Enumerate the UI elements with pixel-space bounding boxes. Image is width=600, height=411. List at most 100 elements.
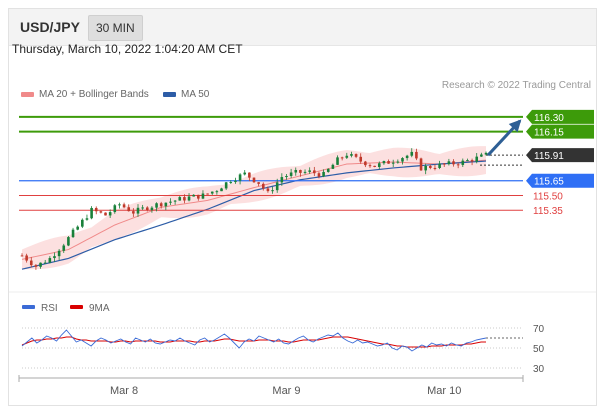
candle-body <box>71 229 75 238</box>
candle-body <box>34 265 38 267</box>
candle-body <box>39 262 42 267</box>
legend-ma50-label: MA 50 <box>181 89 210 100</box>
candle-body <box>364 161 367 166</box>
level-label-116.15: 116.15 <box>534 128 564 139</box>
candle-body <box>303 171 307 173</box>
candle-body <box>136 207 140 214</box>
level-label-115.65: 115.65 <box>534 177 564 188</box>
candle-body <box>289 172 293 176</box>
candle-body <box>484 152 488 155</box>
candle-body <box>141 207 144 209</box>
candle-body <box>67 237 70 246</box>
candle-body <box>345 155 349 158</box>
symbol-title: USD/JPY <box>20 19 80 35</box>
candle-body <box>118 204 121 206</box>
candle-body <box>271 190 274 192</box>
candle-body <box>210 191 214 194</box>
candle-body <box>238 174 242 181</box>
candle-body <box>220 188 223 192</box>
candle-body <box>197 194 200 199</box>
candle-body <box>359 156 363 162</box>
candle-body <box>108 212 112 216</box>
candle-body <box>461 160 465 165</box>
candle-body <box>94 207 98 212</box>
x-tick-label: Mar 9 <box>272 385 300 397</box>
candle-body <box>470 160 474 162</box>
candle-body <box>113 205 117 213</box>
candle-body <box>257 182 260 184</box>
candle-body <box>248 172 251 178</box>
candle-body <box>280 177 284 183</box>
candle-body <box>104 212 107 216</box>
candle-body <box>145 207 149 211</box>
candle-body <box>81 219 84 227</box>
candle-body <box>382 161 386 164</box>
candle-body <box>340 157 344 159</box>
candle-body <box>243 172 247 175</box>
x-tick-label: Mar 8 <box>110 385 138 397</box>
timeframe-button[interactable]: 30 MIN <box>88 15 143 41</box>
candle-body <box>266 188 270 192</box>
candle-body <box>99 211 103 213</box>
candle-body <box>187 196 191 201</box>
candle-body <box>90 207 93 219</box>
level-tag-116.30 <box>526 109 594 124</box>
candle-body <box>62 245 66 251</box>
candle-body <box>122 204 126 208</box>
legend-ma50: MA 50 <box>163 89 209 100</box>
candle-body <box>53 256 56 259</box>
level-label-115.91: 115.91 <box>534 151 564 162</box>
candle-body <box>57 250 61 257</box>
candle-body <box>429 165 432 168</box>
candle-body <box>85 218 89 220</box>
rsi-line <box>21 329 487 352</box>
candle-body <box>285 175 288 178</box>
candle-body <box>201 193 205 199</box>
candle-body <box>354 154 358 157</box>
candle-body <box>215 191 219 193</box>
candle-body <box>313 170 316 174</box>
chart-header: USD/JPY 30 MIN <box>9 9 596 46</box>
candle-body <box>183 197 186 201</box>
candle-body <box>76 226 79 230</box>
candle-body <box>127 207 131 212</box>
legend-ma20-swatch <box>21 91 34 97</box>
rsi-legend-swatch <box>22 305 35 309</box>
candle-body <box>401 158 404 162</box>
rsi-ma-legend-label: 9MA <box>89 303 110 314</box>
timestamp: Thursday, March 10, 2022 1:04:20 AM CET <box>12 42 243 56</box>
candle-body <box>405 155 409 159</box>
candle-body <box>150 207 154 211</box>
rsi-tick-label: 30 <box>533 364 545 375</box>
candle-body <box>391 162 395 164</box>
ma20-line <box>21 159 487 260</box>
candle-body <box>419 158 423 171</box>
candle-body <box>155 203 158 208</box>
candle-body <box>206 193 209 195</box>
level-label-115.35: 115.35 <box>533 206 563 217</box>
x-tick-label: Mar 10 <box>427 385 461 397</box>
projection-arrow-head <box>508 119 522 133</box>
candle-body <box>224 182 228 189</box>
level-label-116.30: 116.30 <box>534 113 564 124</box>
candle-body <box>456 164 460 166</box>
candle-body <box>373 165 376 167</box>
candle-body <box>331 164 335 169</box>
candle-body <box>410 151 414 156</box>
candle-body <box>475 156 479 162</box>
candle-body <box>433 167 437 169</box>
candle-body <box>261 183 265 189</box>
research-credit: Research © 2022 Trading Central <box>441 80 591 91</box>
candle-body <box>229 182 233 184</box>
candle-body <box>452 161 455 165</box>
candle-body <box>396 161 400 163</box>
rsi-legend-label: RSI <box>41 303 58 314</box>
candle-body <box>326 168 330 172</box>
candle-body <box>294 169 298 173</box>
candle-body <box>192 194 195 197</box>
candle-body <box>466 160 469 162</box>
candle-body <box>164 202 168 207</box>
candle-body <box>29 260 33 266</box>
level-label-115.50: 115.50 <box>533 191 563 202</box>
candle-body <box>132 211 135 214</box>
